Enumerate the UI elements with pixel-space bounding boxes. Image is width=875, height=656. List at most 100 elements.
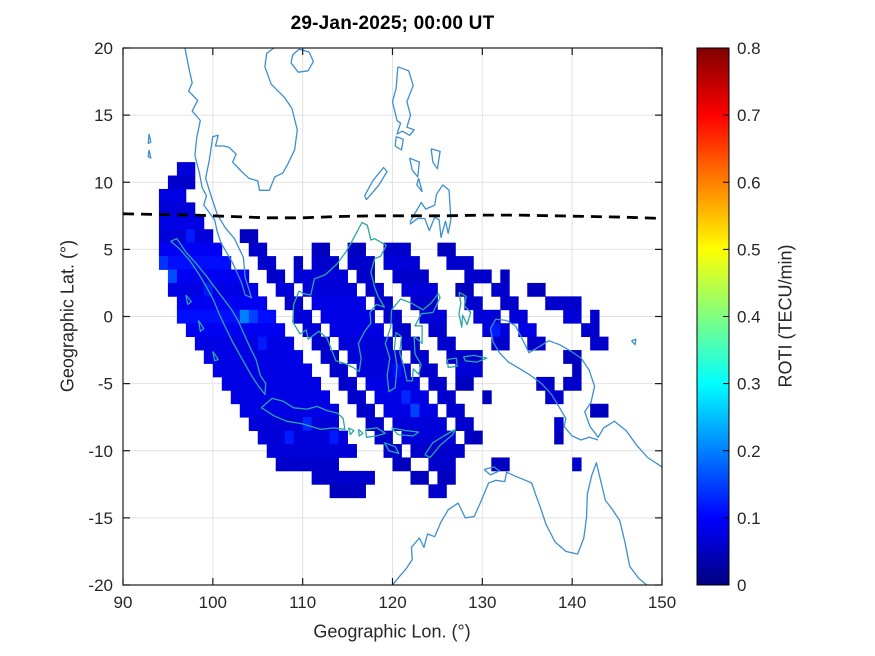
roti-cell bbox=[302, 444, 313, 458]
roti-cell bbox=[302, 376, 313, 391]
roti-cell bbox=[437, 470, 447, 485]
roti-cell bbox=[194, 282, 205, 297]
roti-cell bbox=[203, 242, 214, 257]
roti-cell bbox=[464, 282, 474, 297]
x-tick-label: 140 bbox=[558, 593, 586, 612]
roti-cell bbox=[203, 350, 214, 364]
coastline-inner bbox=[384, 293, 441, 393]
roti-cell bbox=[437, 457, 447, 472]
roti-cell bbox=[392, 242, 402, 257]
y-tick-label: -15 bbox=[88, 509, 113, 528]
colorbar-tick-label: 0.1 bbox=[737, 509, 761, 528]
roti-cell bbox=[329, 457, 339, 472]
roti-cell bbox=[311, 417, 322, 432]
roti-cell bbox=[320, 444, 331, 458]
roti-cell bbox=[338, 269, 348, 284]
coastline-inner bbox=[170, 237, 267, 396]
roti-cell bbox=[257, 417, 268, 432]
roti-cell bbox=[365, 282, 375, 297]
coastline bbox=[394, 135, 404, 151]
roti-cell bbox=[239, 363, 250, 378]
roti-cell bbox=[185, 162, 196, 176]
roti-cell bbox=[158, 202, 169, 217]
roti-cell bbox=[284, 457, 295, 472]
roti-cell bbox=[221, 309, 232, 324]
coastline-inner bbox=[260, 397, 346, 430]
roti-cell bbox=[527, 336, 537, 351]
roti-cell bbox=[176, 269, 187, 284]
roti-cell bbox=[392, 350, 402, 364]
roti-cell bbox=[428, 282, 438, 297]
roti-cell bbox=[392, 376, 402, 391]
colorbar-label: ROTI (TECU/min) bbox=[775, 244, 796, 388]
roti-cell bbox=[302, 417, 313, 432]
roti-cell bbox=[320, 350, 331, 364]
coastline bbox=[408, 157, 421, 178]
roti-cell bbox=[275, 417, 286, 432]
roti-cell bbox=[284, 417, 295, 432]
coastline bbox=[391, 66, 415, 136]
roti-cell bbox=[482, 323, 492, 338]
roti-cell bbox=[347, 282, 357, 297]
roti-cell bbox=[446, 457, 456, 472]
roti-cell bbox=[374, 323, 384, 338]
roti-cell bbox=[464, 376, 474, 391]
roti-cell bbox=[239, 350, 250, 364]
roti-cell bbox=[428, 417, 438, 432]
roti-cell bbox=[338, 282, 348, 297]
roti-cell bbox=[410, 444, 420, 458]
roti-cell bbox=[347, 336, 357, 351]
roti-cell bbox=[230, 282, 241, 297]
roti-cell bbox=[401, 390, 411, 405]
colorbar-tick-label: 0 bbox=[737, 576, 746, 595]
roti-cell bbox=[455, 417, 465, 432]
roti-cell bbox=[185, 175, 196, 190]
roti-cell bbox=[311, 444, 322, 458]
roti-cell bbox=[401, 256, 411, 270]
roti-cell bbox=[446, 403, 456, 418]
coastline bbox=[290, 48, 315, 73]
roti-cell bbox=[266, 417, 277, 432]
roti-cell bbox=[176, 188, 187, 203]
roti-cell bbox=[356, 242, 366, 257]
roti-cell bbox=[545, 296, 555, 311]
roti-cell bbox=[383, 309, 393, 324]
roti-cell bbox=[572, 457, 582, 472]
roti-cell bbox=[329, 470, 339, 485]
roti-cell bbox=[176, 256, 187, 270]
roti-cell bbox=[239, 376, 250, 391]
roti-cell bbox=[257, 376, 268, 391]
roti-cell bbox=[410, 256, 420, 270]
roti-cell bbox=[284, 430, 295, 445]
roti-cell bbox=[356, 484, 366, 499]
roti-cell bbox=[419, 350, 429, 364]
roti-cell bbox=[401, 363, 411, 378]
roti-cell bbox=[392, 457, 402, 472]
roti-cell bbox=[473, 430, 483, 445]
roti-cell bbox=[302, 403, 313, 418]
roti-cell bbox=[185, 215, 196, 230]
roti-cell bbox=[419, 444, 429, 458]
roti-cell bbox=[293, 256, 304, 270]
roti-cell bbox=[428, 457, 438, 472]
roti-cell bbox=[356, 470, 366, 485]
x-tick-label: 100 bbox=[199, 593, 227, 612]
roti-cell bbox=[284, 282, 295, 297]
coastline bbox=[483, 466, 501, 476]
roti-cell bbox=[248, 376, 259, 391]
roti-cell bbox=[374, 376, 384, 391]
roti-cell bbox=[410, 296, 420, 311]
roti-cell bbox=[437, 376, 447, 391]
roti-cell bbox=[419, 363, 429, 378]
roti-cell bbox=[347, 484, 357, 499]
roti-cell bbox=[419, 282, 429, 297]
coastline bbox=[631, 338, 637, 346]
roti-cell bbox=[563, 350, 573, 364]
roti-cell bbox=[158, 188, 169, 203]
roti-cell bbox=[185, 202, 196, 217]
roti-cell bbox=[284, 403, 295, 418]
roti-cell bbox=[374, 350, 384, 364]
roti-cell bbox=[167, 256, 178, 270]
roti-cell bbox=[320, 417, 331, 432]
